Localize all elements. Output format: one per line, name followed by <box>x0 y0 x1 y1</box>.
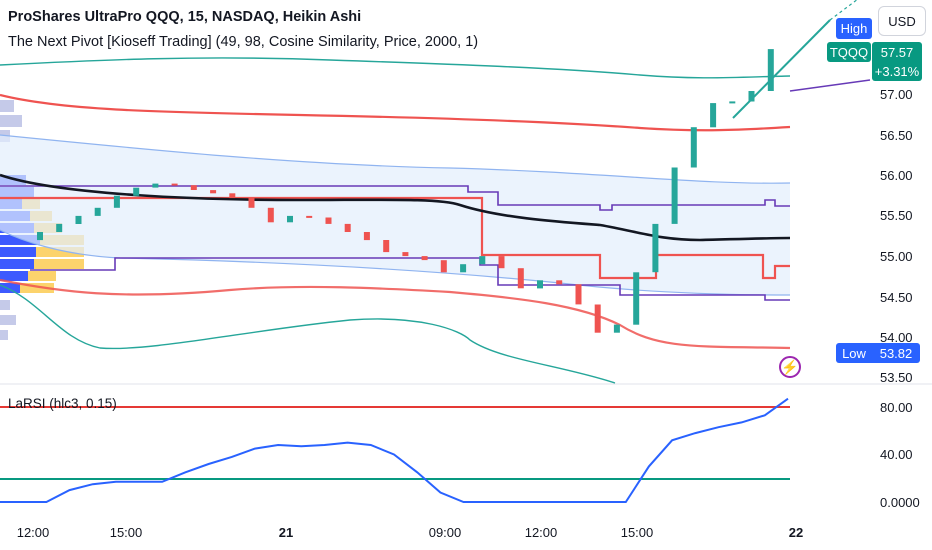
candle <box>652 223 659 273</box>
candle <box>402 252 409 257</box>
candle <box>537 280 543 289</box>
price-tick: 54.50 <box>880 290 913 305</box>
trend-line-dashed <box>829 0 858 21</box>
candle <box>690 127 697 168</box>
candle <box>613 324 620 333</box>
candle <box>113 195 120 208</box>
price-tick: 53.50 <box>880 370 913 385</box>
pivot-band-fill <box>0 135 790 295</box>
band-line-upper <box>0 134 791 184</box>
rsi-tick: 0.0000 <box>880 495 920 510</box>
candle <box>498 256 505 269</box>
candle <box>440 260 447 273</box>
chart-title: ProShares UltraPro QQQ, 15, NASDAQ, Heik… <box>8 9 362 25</box>
candle <box>306 215 313 218</box>
low-label-tag: Low <box>836 343 872 363</box>
time-tick: 12:00 <box>524 525 558 540</box>
rsi-line <box>0 397 789 503</box>
indicator-legend[interactable]: The Next Pivot [Kioseff Trading] (49, 98… <box>8 34 479 50</box>
symbol-tag: TQQQ <box>827 42 871 62</box>
pivot-line-upper <box>0 185 790 211</box>
rsi-tick: 40.00 <box>880 447 913 462</box>
candle <box>133 187 140 196</box>
outer-envelope-lower <box>0 284 616 384</box>
candle <box>556 280 563 285</box>
candles <box>37 49 774 333</box>
candle <box>710 103 717 128</box>
price-tick: 55.50 <box>880 208 913 223</box>
candle <box>748 91 755 102</box>
candle <box>517 268 524 289</box>
candle <box>210 190 217 194</box>
candle <box>37 232 43 241</box>
mid-line-black <box>0 173 791 242</box>
outer-envelope-upper <box>0 57 791 79</box>
candle <box>671 167 678 224</box>
candle <box>363 232 370 241</box>
currency-button[interactable]: USD <box>878 6 926 36</box>
candle <box>325 217 332 224</box>
candle <box>383 240 390 253</box>
price-tick: 56.50 <box>880 128 913 143</box>
candle <box>248 198 255 208</box>
candle <box>767 49 774 91</box>
candle <box>729 101 736 104</box>
candle <box>460 264 467 273</box>
last-price-tag: 57.57 <box>872 42 922 62</box>
time-tick: 09:00 <box>428 525 462 540</box>
price-tick: 55.00 <box>880 249 913 264</box>
candle <box>421 256 428 261</box>
time-tick-day: 22 <box>788 525 804 540</box>
time-tick: 12:00 <box>16 525 50 540</box>
pivot-line-lower <box>30 257 790 301</box>
rsi-tick: 80.00 <box>880 400 913 415</box>
candle <box>479 256 486 265</box>
red-envelope-upper <box>0 93 791 132</box>
candle <box>56 223 63 232</box>
low-value-tag: 53.82 <box>872 343 920 363</box>
candle <box>594 304 601 333</box>
candle <box>633 272 640 325</box>
candle <box>171 183 178 186</box>
rsi-legend[interactable]: LaRSI (hlc3, 0.15) <box>8 396 117 411</box>
band-line-lower <box>0 229 791 296</box>
candle <box>575 284 582 305</box>
candle <box>190 185 197 190</box>
projection-line <box>789 79 871 92</box>
high-label-tag: High <box>836 18 872 39</box>
trend-line <box>732 19 831 119</box>
candle <box>287 215 293 223</box>
candle <box>75 215 82 224</box>
candle <box>344 223 351 232</box>
red-envelope-lower <box>0 278 791 350</box>
price-tick: 57.00 <box>880 87 913 102</box>
time-tick: 15:00 <box>109 525 143 540</box>
price-tick: 56.00 <box>880 168 913 183</box>
candle <box>267 207 274 223</box>
lightning-icon[interactable]: ⚡ <box>779 356 801 378</box>
candle <box>152 183 159 188</box>
price-tick: 54.00 <box>880 330 913 345</box>
change-tag: +3.31% <box>872 62 922 81</box>
time-tick-day: 21 <box>278 525 294 540</box>
candle <box>94 207 101 216</box>
candle <box>229 193 236 199</box>
time-tick: 15:00 <box>620 525 654 540</box>
